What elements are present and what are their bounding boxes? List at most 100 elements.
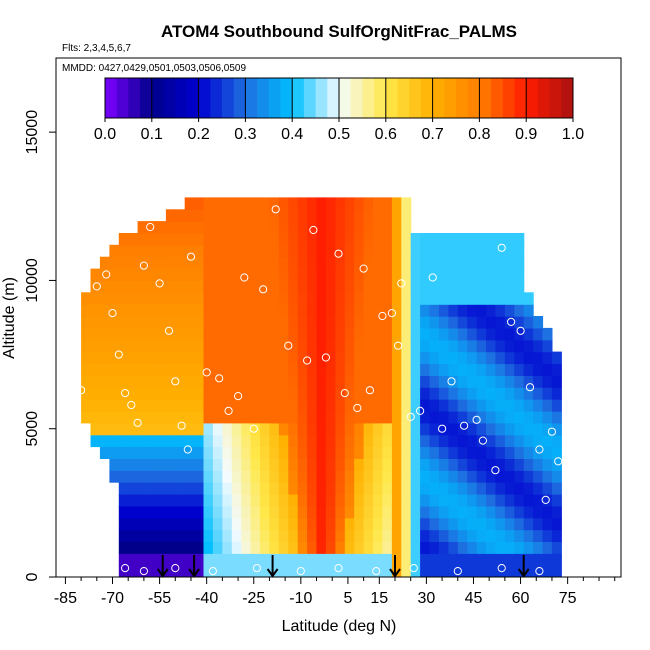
heatmap-cell [401,256,412,270]
heatmap-cell [316,363,327,376]
heatmap-cell [316,446,327,459]
heatmap-cell [420,494,431,507]
heatmap-cell [260,517,270,531]
heatmap-cell [410,292,421,305]
heatmap-cell [175,399,186,412]
scatter-point [554,457,563,466]
heatmap-cell [533,327,544,341]
heatmap-cell [373,316,383,329]
heatmap-cell [260,494,270,507]
scatter-point [453,567,462,576]
heatmap-cell [486,470,496,483]
heatmap-cell [288,316,299,329]
flights-label: Flts: 2,3,4,5,6,7 [62,43,131,54]
heatmap-cell [307,494,318,507]
heatmap-cell [316,292,327,305]
heatmap-cell [307,470,318,483]
heatmap-cell [476,458,487,471]
heatmap-cell [156,387,167,400]
y-axis-label: Altitude (m) [1,277,18,359]
heatmap-cell [373,244,383,258]
heatmap-cell [476,375,487,388]
heatmap-cell [504,280,515,293]
heatmap-cell [250,470,261,483]
heatmap-cell [335,327,346,341]
colorbar-tick-label: 0.6 [375,126,397,143]
heatmap-cell [438,233,449,246]
heatmap-cell [420,316,431,329]
colorbar-tick-label: 0.3 [234,126,256,143]
heatmap-cell [278,470,289,483]
heatmap-cell [373,517,383,531]
heatmap-cell [467,410,478,424]
heatmap-cell [212,494,223,507]
heatmap-cell [118,327,129,341]
heatmap-cell [297,446,308,459]
heatmap-cell [90,304,101,317]
heatmap-cell [260,339,270,353]
heatmap-cell [109,327,120,341]
heatmap-cell [438,256,449,270]
heatmap-cell [99,363,110,376]
heatmap-cell [551,363,562,376]
heatmap-cell [307,197,318,210]
heatmap-cell [184,292,195,305]
heatmap-cell [137,422,148,436]
heatmap-cell [203,256,214,270]
heatmap-cell [420,399,431,412]
heatmap-cell [147,256,157,270]
heatmap-cell [231,375,242,388]
heatmap-cell [495,339,506,353]
heatmap-cell [533,339,544,353]
heatmap-cell [448,482,459,495]
heatmap-cell [212,517,223,531]
heatmap-cell [391,482,402,495]
heatmap-cell [212,351,223,365]
heatmap-cell [269,470,280,483]
heatmap-cell [523,375,534,388]
heatmap-cell [156,327,167,341]
heatmap-cell [373,399,383,412]
heatmap-cell [147,529,157,542]
heatmap-cell [288,446,299,459]
heatmap-cell [335,517,346,531]
heatmap-cell [495,494,506,507]
colorbar-segment [362,78,375,118]
heatmap-cell [344,209,355,222]
heatmap-cell [90,363,101,376]
heatmap-cell [420,256,431,270]
colorbar-segment [163,78,176,118]
heatmap-cell [128,410,139,424]
heatmap-cell [448,434,459,448]
colorbar-segment [549,78,562,118]
heatmap-cell [523,410,534,424]
heatmap-cell [147,339,157,353]
heatmap-cell [109,268,120,282]
heatmap-cell [222,446,233,459]
heatmap-cell [335,351,346,365]
heatmap-cell [278,387,289,400]
heatmap-cell [420,541,431,554]
heatmap-cell [486,434,496,448]
scatter-point [547,427,557,436]
heatmap-cell [391,197,402,210]
heatmap-cell [241,541,252,554]
heatmap-cell [410,256,421,270]
heatmap-cell [373,209,383,222]
heatmap-cell [297,482,308,495]
heatmap-cell [194,363,205,376]
heatmap-cell [194,387,205,400]
heatmap-cell [504,244,515,258]
heatmap-cell [269,434,280,448]
heatmap-cell [335,482,346,495]
heatmap-cell [212,233,223,246]
heatmap-cell [260,399,270,412]
heatmap-cell [118,268,129,282]
heatmap-cell [307,517,318,531]
heatmap-cell [325,197,336,210]
heatmap-cell [495,387,506,400]
heatmap-cell [260,553,270,566]
heatmap-cell [335,434,346,448]
heatmap-cell [476,292,487,305]
heatmap-cell [504,339,515,353]
